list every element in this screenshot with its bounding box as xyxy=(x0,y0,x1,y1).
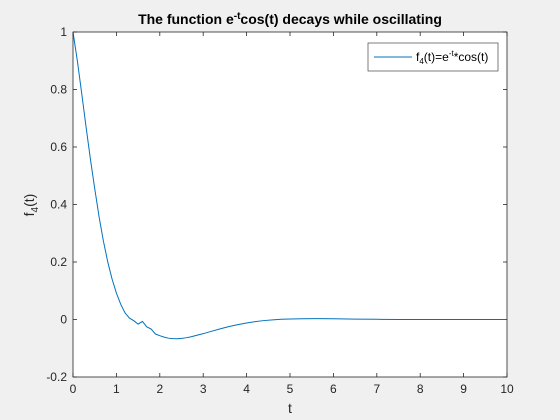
axes-box xyxy=(72,31,508,378)
x-tick-label: 6 xyxy=(330,382,337,396)
y-tick-label: 0.2 xyxy=(50,255,67,269)
x-tick-label: 8 xyxy=(417,382,424,396)
x-tick-label: 9 xyxy=(460,382,467,396)
y-tick-label: 0.4 xyxy=(50,198,67,212)
axes-background xyxy=(73,32,507,377)
x-axis-label: t xyxy=(288,400,292,416)
y-tick-label: 0 xyxy=(60,313,67,327)
x-tick-label: 0 xyxy=(70,382,77,396)
y-tick-label: 0.6 xyxy=(50,140,67,154)
legend-entry-f4: f4(t)=e-t*cos(t) xyxy=(416,49,488,66)
chart-title: The function e-tcos(t) decays while osci… xyxy=(138,11,442,27)
series-line-f4 xyxy=(72,31,508,340)
tick-labels: 0 1 2 3 4 5 6 7 8 9 10-0.200.20.40.60.81 xyxy=(46,25,514,396)
y-axis-label: f4(t) xyxy=(21,194,41,217)
x-tick-label: 2 xyxy=(156,382,163,396)
legend: f4(t)=e-t*cos(t) xyxy=(367,42,499,72)
x-tick-label: 5 xyxy=(287,382,294,396)
y-tick-label: -0.2 xyxy=(46,370,67,384)
x-tick-label: 10 xyxy=(500,382,514,396)
y-tick-label: 0.8 xyxy=(50,83,67,97)
x-tick-label: 4 xyxy=(243,382,250,396)
x-tick-label: 3 xyxy=(200,382,207,396)
x-tick-label: 1 xyxy=(113,382,120,396)
x-tick-label: 7 xyxy=(373,382,380,396)
y-tick-label: 1 xyxy=(60,25,67,39)
